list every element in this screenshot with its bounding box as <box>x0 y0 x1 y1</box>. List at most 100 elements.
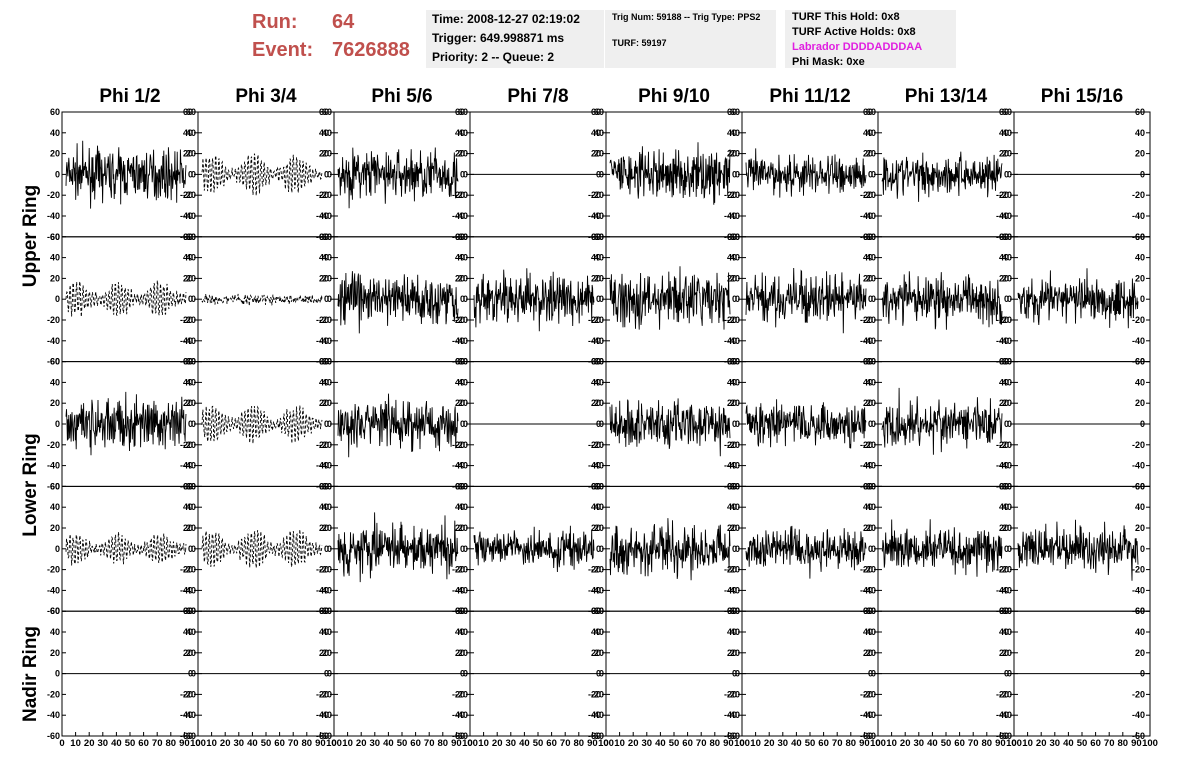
y-tick-label: 60 <box>186 606 196 616</box>
waveform-trace <box>1017 519 1139 581</box>
y-tick-label: -40 <box>180 710 193 720</box>
y-tick-label: 20 <box>319 398 329 408</box>
y-tick-label: 40 <box>186 377 196 387</box>
y-tick-label: 60 <box>1135 357 1145 367</box>
y-tick-label: 20 <box>458 273 468 283</box>
y-tick-label: 20 <box>183 273 193 283</box>
x-tick-label: 70 <box>288 738 299 749</box>
y-tick-label: 40 <box>322 253 332 263</box>
y-tick-label: 20 <box>1002 149 1012 159</box>
y-tick-label: 60 <box>727 107 737 117</box>
y-tick-label: 40 <box>458 627 468 637</box>
y-tick-label: -60 <box>316 731 329 741</box>
y-tick-label: 20 <box>1002 398 1012 408</box>
x-tick-label: 70 <box>424 738 435 749</box>
y-tick-label: 0 <box>868 169 873 179</box>
y-tick-label: -60 <box>47 357 60 367</box>
y-tick-label: 0 <box>868 419 873 429</box>
y-tick-label: 40 <box>727 253 737 263</box>
y-tick-label: 60 <box>319 107 329 117</box>
y-tick-label: 20 <box>50 149 60 159</box>
x-tick-label: 50 <box>1077 738 1088 749</box>
y-tick-label: 0 <box>1140 294 1145 304</box>
x-tick-label: 0 <box>739 738 744 749</box>
x-tick-label: 20 <box>84 738 95 749</box>
y-tick-label: -40 <box>863 585 876 595</box>
y-tick-label: 0 <box>55 669 60 679</box>
y-tick-label: 40 <box>999 128 1009 138</box>
y-tick-label: 40 <box>455 627 465 637</box>
y-tick-label: 60 <box>1002 606 1012 616</box>
y-tick-label: 0 <box>599 669 604 679</box>
y-tick-label: -40 <box>860 710 873 720</box>
y-tick-label: 40 <box>183 253 193 263</box>
y-tick-label: 40 <box>186 502 196 512</box>
y-tick-label: -20 <box>727 315 740 325</box>
y-tick-label: 0 <box>55 294 60 304</box>
y-tick-label: -20 <box>319 315 332 325</box>
y-tick-label: -40 <box>180 211 193 221</box>
y-tick-label: 20 <box>594 273 604 283</box>
y-tick-label: -60 <box>1132 731 1145 741</box>
y-tick-label: 0 <box>327 169 332 179</box>
y-tick-label: 0 <box>55 169 60 179</box>
y-tick-label: -20 <box>591 565 604 575</box>
x-tick-label: 30 <box>914 738 925 749</box>
y-tick-label: -20 <box>591 190 604 200</box>
y-tick-label: -40 <box>455 461 468 471</box>
y-tick-label: 0 <box>735 169 740 179</box>
y-tick-label: 20 <box>1135 273 1145 283</box>
y-tick-label: -20 <box>588 190 601 200</box>
x-tick-label: 60 <box>274 738 285 749</box>
x-tick-label: 70 <box>832 738 843 749</box>
column-title: Phi 1/2 <box>99 86 161 107</box>
y-tick-label: 20 <box>730 273 740 283</box>
y-tick-label: 60 <box>50 481 60 491</box>
y-tick-label: -20 <box>319 689 332 699</box>
y-tick-label: 20 <box>1002 273 1012 283</box>
waveform-trace <box>65 391 187 456</box>
waveform-trace <box>609 398 731 457</box>
y-tick-label: 40 <box>1002 128 1012 138</box>
y-tick-label: 20 <box>727 398 737 408</box>
x-tick-label: 0 <box>331 738 336 749</box>
y-tick-label: 20 <box>594 398 604 408</box>
y-tick-label: 40 <box>322 377 332 387</box>
y-tick-label: 60 <box>730 107 740 117</box>
x-tick-label: 40 <box>655 738 666 749</box>
y-tick-label: 0 <box>735 669 740 679</box>
y-tick-label: -40 <box>999 461 1012 471</box>
y-tick-label: -20 <box>999 190 1012 200</box>
y-tick-label: 40 <box>1135 377 1145 387</box>
y-tick-label: 60 <box>1002 232 1012 242</box>
waveform-trace <box>881 519 1003 577</box>
y-tick-label: 40 <box>1135 253 1145 263</box>
event-label: Event: <box>252 39 314 61</box>
y-tick-label: -40 <box>455 710 468 720</box>
y-tick-label: 60 <box>458 357 468 367</box>
y-tick-label: -20 <box>996 315 1009 325</box>
y-tick-label: 40 <box>594 377 604 387</box>
y-tick-label: -40 <box>999 710 1012 720</box>
x-tick-label: 80 <box>438 738 449 749</box>
y-tick-label: -40 <box>452 336 465 346</box>
y-tick-label: 60 <box>319 481 329 491</box>
y-tick-label: 60 <box>183 107 193 117</box>
y-tick-label: -60 <box>727 731 740 741</box>
waveform-trace <box>65 531 187 566</box>
y-tick-label: 60 <box>319 357 329 367</box>
x-tick-label: 30 <box>98 738 109 749</box>
y-tick-label: 60 <box>50 606 60 616</box>
y-tick-label: 20 <box>594 523 604 533</box>
y-tick-label: 0 <box>55 419 60 429</box>
y-tick-label: 20 <box>866 149 876 159</box>
y-tick-label: -20 <box>183 565 196 575</box>
y-tick-label: 40 <box>322 502 332 512</box>
y-tick-label: 20 <box>319 149 329 159</box>
